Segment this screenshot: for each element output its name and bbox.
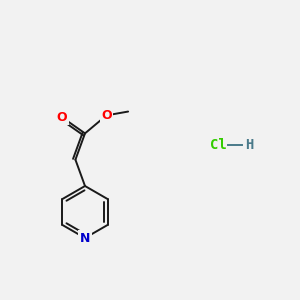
Text: Cl: Cl xyxy=(210,138,227,152)
Text: N: N xyxy=(80,232,90,244)
Text: O: O xyxy=(57,111,68,124)
Text: O: O xyxy=(101,109,112,122)
Text: H: H xyxy=(245,138,254,152)
